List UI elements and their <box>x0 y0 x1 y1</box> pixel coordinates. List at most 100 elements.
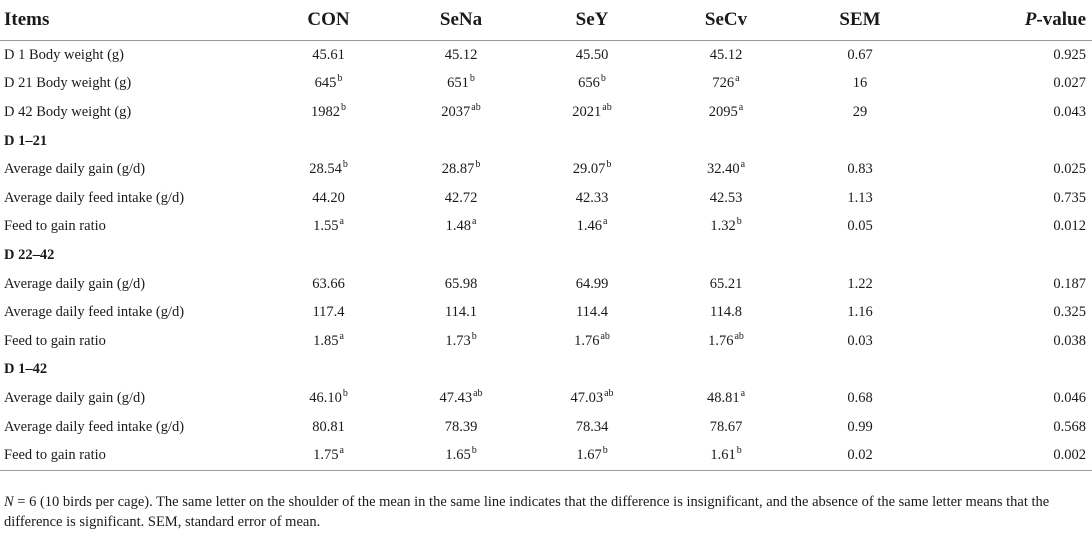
section-row: D 22–42 <box>0 241 1092 270</box>
table-row: Average daily feed intake (g/d) 117.4 114.… <box>0 298 1092 327</box>
value-cell: 45.50 <box>527 41 657 70</box>
cell-value: 1.48 <box>445 218 471 235</box>
value-cell: 80.81 <box>262 413 395 442</box>
value-cell: 42.53 <box>657 184 795 213</box>
significance-letter: a <box>738 101 744 113</box>
table-row: Average daily gain (g/d) 28.54b 28.87b 29.0… <box>0 155 1092 184</box>
table-footnote: N = 6 (10 birds per cage). The same lett… <box>4 492 1088 532</box>
p-value-cell: 0.187 <box>1053 275 1086 292</box>
value-cell: 1.65b <box>395 441 527 470</box>
significance-letter: a <box>735 73 740 85</box>
sem-cell: 1.22 <box>847 275 873 292</box>
value-cell: 1.32b <box>657 213 795 242</box>
value-cell: 47.03ab <box>527 384 657 413</box>
significance-letter: a <box>339 445 344 457</box>
table-row: Average daily gain (g/d) 46.10b 47.43ab 47.… <box>0 384 1092 413</box>
cell-value: 117.4 <box>312 304 345 321</box>
table-row: Feed to gain ratio 1.75a 1.65b 1.67b 1.61b 0.… <box>0 441 1092 471</box>
cell-value: 1.32 <box>710 218 736 235</box>
significance-letter: a <box>339 330 344 342</box>
cell-value: 1.75 <box>313 447 339 464</box>
section-row: D 1–21 <box>0 127 1092 156</box>
p-value-cell: 0.046 <box>1053 389 1086 406</box>
value-cell: 29.07b <box>527 155 657 184</box>
cell-value: 45.12 <box>444 46 478 63</box>
cell-value: 63.66 <box>312 275 345 292</box>
header-items: Items <box>4 9 50 30</box>
row-label: Average daily gain (g/d) <box>4 161 146 178</box>
cell-value: 2037 <box>441 103 471 120</box>
significance-letter: b <box>736 216 742 228</box>
significance-letter: b <box>342 387 348 399</box>
row-label: D 1 Body weight (g) <box>4 46 125 63</box>
header-p-rest: -value <box>1036 9 1086 30</box>
value-cell: 45.12 <box>657 41 795 70</box>
value-cell: 78.39 <box>395 413 527 442</box>
p-value-cell: 0.043 <box>1053 103 1086 120</box>
value-cell: 114.1 <box>395 298 527 327</box>
cell-value: 1.61 <box>710 447 736 464</box>
table-row: D 42 Body weight (g) 1982b 2037ab 2021ab 209… <box>0 98 1092 127</box>
value-cell: 64.99 <box>527 270 657 299</box>
cell-value: 1982 <box>311 103 340 120</box>
value-cell: 1.76ab <box>657 327 795 356</box>
sem-cell: 0.05 <box>847 218 873 235</box>
cell-value: 726 <box>712 75 735 92</box>
cell-value: 114.8 <box>709 304 743 321</box>
cell-value: 28.87 <box>441 161 475 178</box>
sem-cell: 1.13 <box>847 189 873 206</box>
cell-value: 1.46 <box>576 218 602 235</box>
value-cell: 1.73b <box>395 327 527 356</box>
significance-letter: b <box>471 330 477 342</box>
header-secv: SeCv <box>704 9 748 30</box>
value-cell: 651b <box>395 70 527 99</box>
sem-cell: 0.68 <box>847 389 873 406</box>
value-cell: 1.67b <box>527 441 657 470</box>
p-value-cell: 0.735 <box>1053 189 1086 206</box>
section-row: D 1–42 <box>0 356 1092 385</box>
value-cell: 78.34 <box>527 413 657 442</box>
header-p-italic: P <box>1024 9 1037 30</box>
sem-cell: 0.02 <box>847 447 873 464</box>
cell-value: 656 <box>578 75 600 92</box>
sem-cell: 16 <box>852 75 868 92</box>
table-row: Feed to gain ratio 1.85a 1.73b 1.76ab 1.76ab… <box>0 327 1092 356</box>
p-value-cell: 0.038 <box>1053 332 1086 349</box>
value-cell: 1.61b <box>657 441 795 470</box>
cell-value: 645 <box>314 75 337 92</box>
p-value-cell: 0.025 <box>1053 161 1086 178</box>
footnote-n: N <box>4 494 14 510</box>
cell-value: 42.53 <box>709 189 743 206</box>
sem-cell: 1.16 <box>847 304 873 321</box>
cell-value: 32.40 <box>706 161 740 178</box>
cell-value: 1.67 <box>576 447 602 464</box>
cell-value: 651 <box>447 75 469 92</box>
cell-value: 65.98 <box>444 275 478 292</box>
value-cell: 28.54b <box>262 155 395 184</box>
cell-value: 47.43 <box>439 389 473 406</box>
cell-value: 44.20 <box>312 189 345 206</box>
significance-letter: a <box>471 216 477 228</box>
value-cell: 28.87b <box>395 155 527 184</box>
significance-letter: a <box>740 387 746 399</box>
cell-value: 28.54 <box>309 161 342 178</box>
cell-value: 1.76 <box>708 332 734 349</box>
cell-value: 80.81 <box>312 418 345 435</box>
row-label: Average daily gain (g/d) <box>4 275 146 292</box>
significance-letter: b <box>341 101 346 113</box>
significance-letter: ab <box>600 330 610 342</box>
cell-value: 1.55 <box>313 218 339 235</box>
p-value-cell: 0.568 <box>1053 418 1086 435</box>
row-label: Average daily feed intake (g/d) <box>4 418 185 435</box>
value-cell: 65.21 <box>657 270 795 299</box>
table-row: Feed to gain ratio 1.55a 1.48a 1.46a 1.32b 0.… <box>0 213 1092 242</box>
value-cell: 1.46a <box>527 213 657 242</box>
cell-value: 1.76 <box>574 332 600 349</box>
cell-value: 42.72 <box>444 189 478 206</box>
value-cell: 48.81a <box>657 384 795 413</box>
row-label: Average daily feed intake (g/d) <box>4 189 185 206</box>
significance-letter: b <box>337 73 343 85</box>
header-sena: SeNa <box>439 9 483 30</box>
cell-value: 1.73 <box>445 332 471 349</box>
row-label: Feed to gain ratio <box>4 218 106 235</box>
